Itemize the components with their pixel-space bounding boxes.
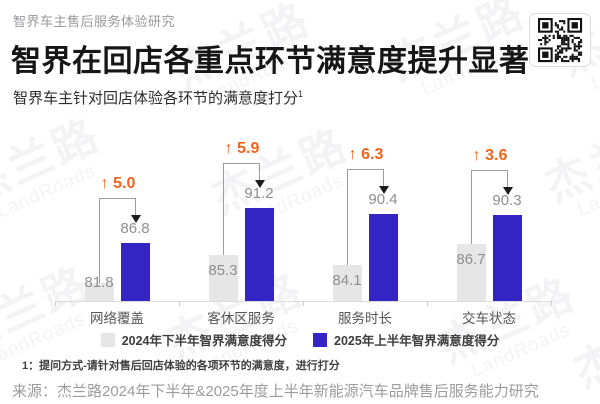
- bar-value-2025: 91.2: [244, 185, 274, 202]
- chart-subtitle-text: 智界车主针对回店体验各环节的满意度打分: [13, 90, 299, 107]
- bracket-riser: [99, 198, 100, 283]
- legend-label-2025: 2025年上半年智界满意度得分: [334, 334, 500, 348]
- chart-subtitle: 智界车主针对回店体验各环节的满意度打分1: [13, 87, 303, 108]
- qr-code: [529, 13, 591, 67]
- bracket-drop: [259, 163, 260, 180]
- bracket-riser: [347, 169, 348, 265]
- bracket-span: [471, 170, 507, 171]
- down-arrow-icon: [378, 186, 389, 194]
- delta-label: ↑ 5.0: [100, 175, 136, 192]
- bar-value-2025: 86.8: [120, 220, 150, 237]
- delta-label: ↑ 3.6: [472, 147, 508, 164]
- category-label: 网络覆盖: [90, 311, 144, 326]
- delta-label: ↑ 5.9: [224, 140, 260, 157]
- down-arrow-icon: [502, 187, 513, 195]
- bar-2024: [332, 265, 362, 301]
- category-label: 客休区服务: [207, 311, 275, 326]
- bracket-drop: [383, 169, 384, 186]
- bracket-drop: [507, 170, 508, 187]
- category-label: 服务时长: [338, 311, 392, 326]
- bar-2025: [368, 214, 398, 301]
- legend-swatch-blue: [313, 332, 327, 347]
- footnote: 1：提问方式-请针对售后回店体验的各项环节的满意度，进行打分: [22, 360, 340, 372]
- report-kicker: 智界车主售后服务体验研究: [13, 14, 176, 29]
- legend-label-2024: 2024年下半年智界满意度得分: [121, 334, 287, 348]
- legend-item-2025: 2025年上半年智界满意度得分: [313, 330, 499, 349]
- bracket-span: [223, 163, 259, 164]
- chart-legend: 2024年下半年智界满意度得分 2025年上半年智界满意度得分: [0, 330, 600, 349]
- bar-2024: [84, 283, 114, 301]
- bar-value-2025: 90.3: [492, 192, 522, 209]
- axis-tick: [303, 301, 304, 306]
- bar-value-2024: 85.3: [208, 262, 238, 279]
- bar-2025: [120, 243, 150, 301]
- category-label: 交车状态: [462, 311, 516, 326]
- down-arrow-icon: [254, 180, 265, 188]
- bracket-span: [99, 198, 135, 199]
- bar-2024: [208, 255, 238, 301]
- axis-tick: [551, 301, 552, 306]
- bracket-riser: [223, 163, 224, 255]
- legend-swatch-gray: [100, 332, 115, 347]
- axis-tick: [427, 301, 428, 306]
- bracket-span: [347, 169, 383, 170]
- axis-tick: [55, 301, 56, 306]
- bar-value-2024: 86.7: [456, 251, 486, 268]
- bar-2025: [244, 208, 274, 301]
- bar-2025: [492, 215, 522, 301]
- bar-value-2024: 81.8: [84, 274, 114, 291]
- bar-value-2024: 84.1: [332, 272, 362, 289]
- bar-value-2025: 90.4: [368, 191, 398, 208]
- delta-label: ↑ 6.3: [348, 146, 384, 163]
- bracket-drop: [135, 198, 136, 215]
- legend-item-2024: 2024年下半年智界满意度得分: [100, 330, 287, 349]
- source-line: 来源：杰兰路2024年下半年&2025年度上半年新能源汽车品牌售后服务能力研究: [12, 383, 539, 400]
- page-title: 智界在回店各重点环节满意度提升显著: [11, 45, 530, 78]
- axis-tick: [179, 301, 180, 306]
- bar-2024: [456, 244, 486, 301]
- down-arrow-icon: [130, 215, 141, 223]
- footnote-marker: 1: [298, 89, 304, 99]
- bracket-riser: [471, 170, 472, 244]
